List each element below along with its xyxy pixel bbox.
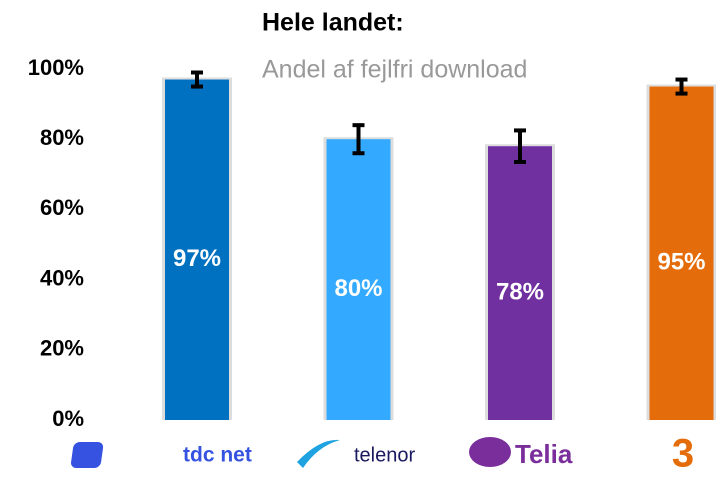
bar: [165, 79, 229, 420]
chart-title: Hele landet:: [262, 9, 404, 37]
value-label: 78%: [496, 278, 544, 305]
y-tick-label: 20%: [40, 336, 84, 361]
y-tick-label: 80%: [40, 125, 84, 150]
y-tick-label: 0%: [52, 406, 84, 431]
y-tick-label: 40%: [40, 265, 84, 290]
value-label: 97%: [173, 245, 221, 272]
x-tick-label: Telia: [515, 439, 573, 469]
bar: [326, 139, 391, 420]
bar: [649, 86, 714, 421]
y-tick-label: 60%: [40, 195, 84, 220]
value-label: 95%: [657, 249, 705, 276]
x-tick-label: tdc net: [183, 444, 252, 467]
telenor-logo: [297, 439, 340, 468]
y-tick-label: 100%: [28, 55, 84, 80]
logos: [71, 437, 511, 468]
x-tick-label: 3: [672, 432, 694, 476]
value-label: 80%: [334, 275, 382, 302]
chart-subtitle: Andel af fejlfri download: [262, 56, 527, 84]
tdc-logo: [71, 442, 104, 468]
bar: [488, 146, 552, 420]
x-tick-label: telenor: [354, 444, 415, 466]
telia-logo: [469, 437, 511, 467]
